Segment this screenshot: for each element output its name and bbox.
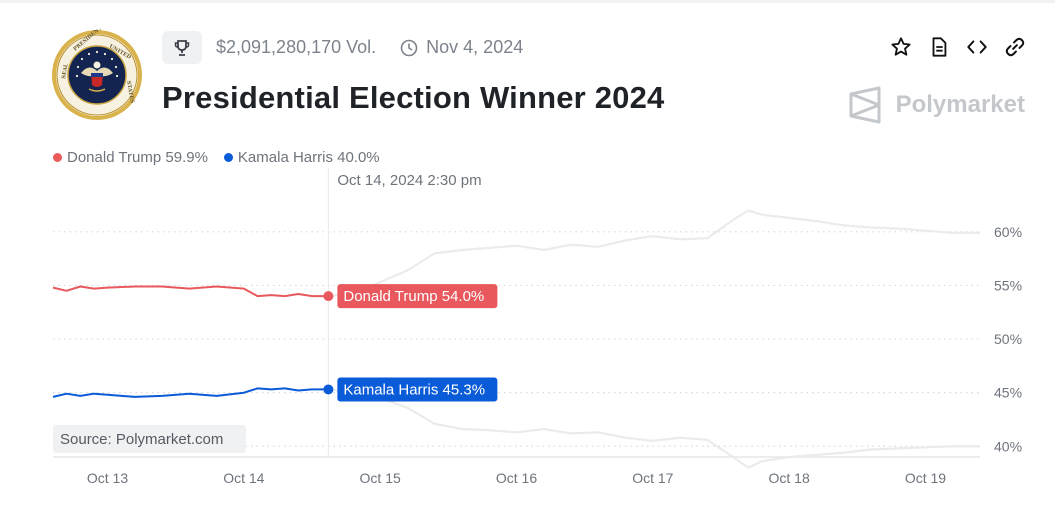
trophy-badge[interactable]	[162, 31, 202, 64]
legend-label-trump: Donald Trump 59.9%	[67, 149, 208, 166]
series-line-0	[52, 285, 329, 298]
volume-text: $2,091,280,170 Vol.	[216, 37, 377, 57]
y-tick-label: 50%	[994, 331, 1022, 347]
x-tick-label: Oct 17	[632, 470, 673, 486]
action-bar	[889, 35, 1027, 59]
y-tick-label: 55%	[994, 277, 1022, 293]
chart-lines	[52, 209, 980, 469]
source-label: Source: Polymarket.com	[60, 431, 223, 448]
x-tick-label: Oct 16	[496, 470, 537, 486]
x-tick-label: Oct 19	[905, 470, 946, 486]
top-border	[0, 0, 1055, 3]
source-badge	[53, 425, 246, 453]
market-meta: $2,091,280,170 Vol. Nov 4, 2024	[162, 31, 523, 64]
y-tick-label: 45%	[994, 385, 1022, 401]
x-tick-label: Oct 15	[360, 470, 401, 486]
price-chart[interactable]: 60% 55% 50% 45% 40% Oct 13 Oct 14 Oct 15 Oct 16 O…	[0, 160, 1055, 506]
legend-item-harris: Kamala Harris 40.0%	[223, 149, 380, 166]
chart-marks: Donald Trump 54.0% Kamala Harris 45.3% Sou…	[53, 284, 498, 453]
link-icon	[1005, 37, 1025, 57]
star-icon	[891, 37, 911, 56]
tooltip-label-1: Kamala Harris 45.3%	[343, 381, 485, 398]
tooltip-label-0: Donald Trump 54.0%	[343, 288, 484, 305]
brand-logo: Polymarket	[848, 86, 1025, 124]
svg-text:STATES: STATES	[125, 80, 135, 104]
trophy-icon	[174, 39, 190, 56]
series-line-future-1	[328, 388, 980, 469]
hover-date-label: Oct 14, 2024 2:30 pm	[337, 172, 481, 189]
embed-button[interactable]	[965, 35, 989, 59]
hover-point-1	[323, 384, 334, 395]
polymarket-logo-icon	[849, 86, 881, 124]
chart-legend: Donald Trump 59.9% Kamala Harris 40.0%	[53, 149, 380, 166]
favorite-button[interactable]	[889, 35, 913, 59]
tooltip-box-1	[337, 377, 498, 402]
x-tick-label: Oct 13	[87, 470, 128, 486]
embed-code-icon	[967, 40, 987, 54]
legend-label-harris: Kamala Harris 40.0%	[237, 149, 380, 166]
x-tick-label: Oct 18	[769, 470, 810, 486]
hover-point-0	[323, 291, 334, 302]
legend-item-trump: Donald Trump 59.9%	[53, 149, 208, 166]
series-line-future-0	[328, 209, 980, 298]
brand-name: Polymarket	[895, 91, 1025, 118]
y-tick-label: 40%	[994, 438, 1022, 454]
x-tick-label: Oct 14	[223, 470, 264, 486]
legend-swatch-harris	[223, 153, 233, 162]
end-date-text: Nov 4, 2024	[426, 37, 524, 57]
y-tick-label: 60%	[994, 224, 1022, 240]
end-date: Nov 4, 2024	[400, 37, 523, 58]
copy-link-button[interactable]	[1003, 35, 1027, 59]
page-title: Presidential Election Winner 2024	[162, 80, 665, 115]
svg-text:SEAL: SEAL	[61, 63, 70, 80]
rules-button[interactable]	[927, 35, 951, 59]
chart-grid: 60% 55% 50% 45% 40% Oct 13 Oct 14 Oct 15 Oct 16 O…	[53, 168, 1022, 486]
series-line-1	[52, 387, 329, 398]
clock-icon	[400, 39, 418, 56]
document-icon	[932, 37, 947, 57]
legend-swatch-trump	[53, 153, 62, 162]
presidential-seal: SEAL PRESIDENT UNITED STATES	[52, 29, 142, 120]
tooltip-box-0	[337, 284, 498, 309]
